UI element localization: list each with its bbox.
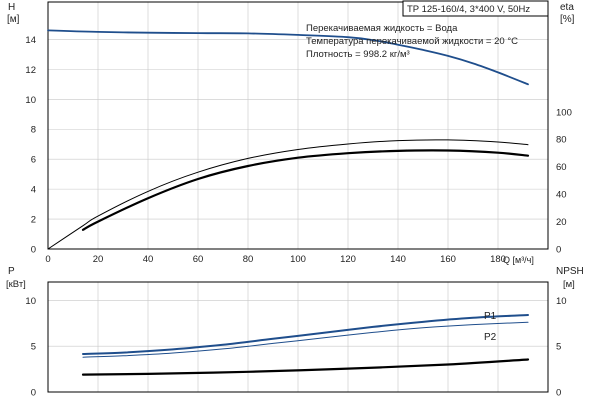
- h-tick-label: 14: [25, 35, 36, 46]
- condition-density: Плотность = 998.2 кг/м³: [306, 49, 410, 60]
- top-x-tick-label: 100: [290, 254, 306, 265]
- h-tick-label: 2: [31, 215, 36, 226]
- top-series-group: [47, 29, 530, 250]
- top-x-tick-label: 120: [340, 254, 356, 265]
- p-tick-label: 10: [25, 296, 36, 307]
- h-tick-label: 4: [31, 185, 36, 196]
- top-x-tick-label: 0: [45, 254, 50, 265]
- eta-tick-label: 60: [556, 162, 567, 173]
- p2-series-label: P2: [484, 332, 497, 343]
- top-x-tick-labels: 0 20 40 60 80 100 120 140 160 180: [45, 254, 506, 265]
- top-plot-frame: [47, 1, 549, 250]
- p1-curve: [82, 314, 529, 355]
- bottom-right-tick-labels: 0 5 10: [556, 296, 567, 399]
- condition-liquid: Перекачиваемая жидкость = Вода: [306, 23, 458, 34]
- top-x-tick-label: 160: [440, 254, 456, 265]
- top-panel: 0 2 4 6 8 10 12 14 0 20 40 60 80 100 0 20 40 60 80 100 120…: [7, 0, 575, 265]
- bottom-plot-frame: [47, 281, 549, 393]
- eta-tick-label: 40: [556, 190, 567, 201]
- npsh-tick-label: 5: [556, 342, 561, 353]
- bottom-panel: 0 5 10 0 5 10 P [кВт] NPSH [м] P1 P2: [6, 266, 584, 399]
- eta-axis-unit: [%]: [560, 14, 575, 25]
- top-curve-2: [81, 149, 530, 231]
- h-axis-unit: [м]: [7, 14, 20, 25]
- eta-tick-label: 0: [556, 245, 561, 256]
- npsh-axis-title: NPSH: [556, 266, 584, 277]
- q-axis-label: Q [м³/ч]: [503, 255, 534, 265]
- eta-axis-title: eta: [560, 2, 574, 13]
- npsh-axis-unit: [м]: [563, 279, 575, 290]
- model-title: TP 125-160/4, 3*400 V, 50Hz: [407, 4, 530, 15]
- npsh-tick-label: 10: [556, 296, 567, 307]
- h-tick-label: 8: [31, 125, 36, 136]
- p-axis-title: P: [8, 266, 15, 277]
- bottom-curve-2: [81, 358, 530, 376]
- bottom-series-group: [81, 314, 530, 376]
- eta-tick-label: 20: [556, 217, 567, 228]
- h-tick-label: 0: [31, 245, 36, 256]
- top-left-tick-labels: 0 2 4 6 8 10 12 14: [25, 35, 36, 256]
- top-x-tick-label: 180: [490, 254, 506, 265]
- top-x-tick-label: 60: [193, 254, 204, 265]
- bottom-left-tick-labels: 0 5 10: [25, 296, 36, 399]
- top-x-tick-label: 140: [390, 254, 406, 265]
- p2-curve: [82, 321, 529, 358]
- p-tick-label: 0: [31, 388, 36, 399]
- eta-tick-label: 80: [556, 135, 567, 146]
- h-tick-label: 6: [31, 155, 36, 166]
- top-x-tick-label: 40: [143, 254, 154, 265]
- condition-temperature: Температура перекачиваемой жидкости = 20…: [306, 36, 518, 47]
- top-right-tick-labels: 0 20 40 60 80 100: [556, 107, 572, 255]
- top-x-tick-label: 80: [243, 254, 254, 265]
- h-axis-title: H: [8, 2, 15, 13]
- p1-series-label: P1: [484, 311, 497, 322]
- top-x-tick-label: 20: [93, 254, 104, 265]
- eta-tick-label: 100: [556, 107, 572, 118]
- h-tick-label: 10: [25, 95, 36, 106]
- p-tick-label: 5: [31, 342, 36, 353]
- bottom-gridlines: [47, 282, 548, 393]
- top-curve-1: [47, 139, 529, 250]
- h-tick-label: 12: [25, 65, 36, 76]
- p-axis-unit: [кВт]: [6, 279, 26, 290]
- top-curve-0: [47, 29, 529, 86]
- npsh-tick-label: 0: [556, 388, 561, 399]
- model-title-box: [402, 0, 549, 17]
